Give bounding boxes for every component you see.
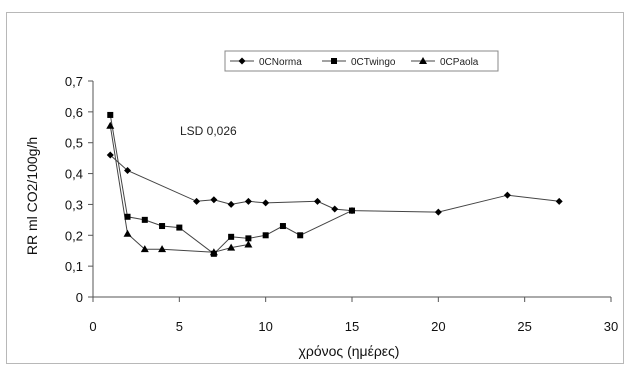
data-point-0CTwingo: [245, 235, 252, 242]
legend-box: [224, 50, 499, 72]
data-point-0CNorma: [227, 200, 235, 208]
data-point-0CTwingo: [228, 233, 235, 240]
data-point-0CNorma: [503, 191, 511, 199]
data-point-0CTwingo: [124, 213, 131, 220]
y-tick-label: 0,5: [65, 136, 83, 151]
series-lines: [109, 114, 560, 255]
y-tick-label: 0,1: [65, 259, 83, 274]
data-point-0CPaola: [244, 240, 253, 248]
y-tick-label: 0,7: [65, 74, 83, 89]
data-point-0CTwingo: [141, 216, 148, 223]
data-point-0CTwingo: [279, 223, 286, 230]
legend: 0CNorma 0CTwingo 0CPaola: [224, 50, 499, 72]
x-axis-title: χρόνος (ημέρες): [299, 343, 400, 359]
data-point-0CNorma: [124, 166, 132, 174]
data-point-0CTwingo: [107, 111, 114, 118]
x-tick-label: 5: [176, 319, 183, 334]
series-line-0CPaola: [109, 125, 249, 253]
y-tick-label: 0: [76, 290, 83, 305]
data-point-0CNorma: [244, 197, 252, 205]
y-tick-label: 0,3: [65, 197, 83, 212]
y-tick-label: 0,4: [65, 167, 83, 182]
x-tick-label: 20: [431, 319, 445, 334]
data-point-0CPaola: [227, 243, 236, 251]
data-point-0CNorma: [555, 197, 563, 205]
legend-label: 0CNorma: [259, 57, 302, 68]
data-point-0CNorma: [331, 205, 339, 213]
x-tick-label: 15: [345, 319, 359, 334]
legend-label: 0CTwingo: [351, 57, 396, 68]
x-ticks: 0 5 10 15 20 25 30: [89, 297, 618, 334]
data-point-0CTwingo: [176, 224, 183, 231]
data-point-0CNorma: [313, 197, 321, 205]
x-tick-label: 10: [258, 319, 272, 334]
series-line-0CNorma: [109, 154, 560, 213]
legend-marker-0CPaola: [419, 57, 427, 64]
data-point-0CPaola: [140, 245, 149, 253]
legend-label: 0CPaola: [440, 57, 479, 68]
data-point-0CTwingo: [262, 232, 269, 239]
lsd-annotation: LSD 0,026: [180, 124, 237, 138]
x-tick-label: 25: [517, 319, 531, 334]
data-point-0CPaola: [106, 121, 115, 129]
data-point-0CTwingo: [159, 223, 166, 230]
data-point-0CNorma: [210, 196, 218, 204]
axes: [92, 81, 611, 298]
data-point-0CPaola: [123, 229, 132, 237]
y-axis-title: RR ml CO2/100g/h: [24, 137, 40, 255]
data-point-0CNorma: [434, 208, 442, 216]
data-point-0CPaola: [158, 245, 167, 253]
data-point-0CNorma: [106, 151, 114, 159]
data-point-0CPaola: [209, 248, 218, 256]
series-markers: [106, 111, 563, 257]
data-point-0CTwingo: [349, 207, 355, 214]
data-point-0CNorma: [262, 199, 270, 207]
legend-marker-0CNorma: [238, 57, 246, 65]
data-point-0CNorma: [193, 197, 201, 205]
y-ticks: 0 0,1 0,2 0,3 0,4 0,5 0,6 0,7: [65, 74, 93, 305]
y-tick-label: 0,6: [65, 105, 83, 120]
x-tick-label: 30: [604, 319, 618, 334]
y-tick-label: 0,2: [65, 228, 83, 243]
legend-marker-0CTwingo: [331, 58, 337, 64]
x-tick-label: 0: [89, 319, 96, 334]
data-point-0CTwingo: [297, 232, 304, 239]
